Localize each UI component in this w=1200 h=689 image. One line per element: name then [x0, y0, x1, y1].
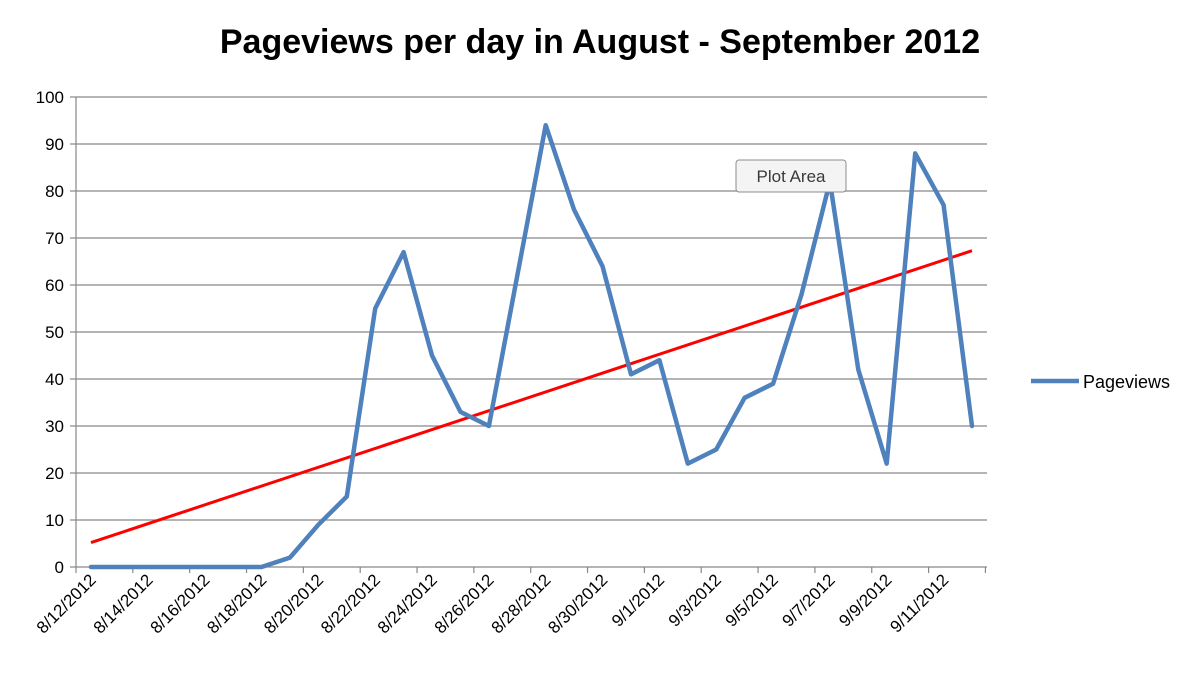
- y-tick-label: 100: [36, 88, 64, 107]
- y-tick-label: 10: [45, 511, 64, 530]
- x-tick-label: 8/22/2012: [317, 570, 384, 637]
- x-tick-label: 9/1/2012: [608, 570, 668, 630]
- x-tick-label: 8/30/2012: [544, 570, 611, 637]
- legend: Pageviews: [1031, 372, 1170, 392]
- x-tick-label: 9/11/2012: [886, 570, 952, 636]
- y-tick-label: 60: [45, 276, 64, 295]
- x-tick-label: 9/7/2012: [778, 570, 838, 630]
- x-axis-tick-labels: 8/12/20128/14/20128/16/20128/18/20128/20…: [33, 570, 953, 637]
- chart-title: Pageviews per day in August - September …: [220, 23, 980, 61]
- x-tick-label: 8/14/2012: [90, 570, 157, 637]
- y-tick-label: 40: [45, 370, 64, 389]
- trendline: [90, 249, 973, 544]
- x-tick-label: 8/24/2012: [374, 570, 441, 637]
- x-tick-label: 9/5/2012: [722, 570, 782, 630]
- y-tick-label: 90: [45, 135, 64, 154]
- x-tick-label: 9/3/2012: [665, 570, 725, 630]
- y-tick-label: 0: [55, 558, 64, 577]
- y-tick-label: 30: [45, 417, 64, 436]
- tooltip-box: [735, 159, 847, 193]
- tooltip-label: Plot Area: [757, 167, 827, 186]
- x-tick-label: 8/18/2012: [203, 570, 270, 637]
- gridlines: [76, 96, 987, 521]
- x-tick-label: 8/28/2012: [488, 570, 555, 637]
- y-axis-tick-labels: 0 10 20 30 40 50 60 70 80 90 100: [36, 88, 64, 577]
- plot-area-tooltip: Plot Area: [735, 159, 847, 193]
- y-tick-label: 20: [45, 464, 64, 483]
- y-tick-label: 70: [45, 229, 64, 248]
- x-tick-label: 8/26/2012: [431, 570, 498, 637]
- series-lines: [88, 122, 975, 570]
- axes: [70, 96, 987, 573]
- series-line-pageviews: [88, 122, 975, 570]
- legend-label-pageviews: Pageviews: [1083, 372, 1170, 392]
- x-tick-label: 8/12/2012: [33, 570, 100, 637]
- x-tick-label: 8/16/2012: [147, 570, 214, 637]
- x-tick-label: 8/20/2012: [260, 570, 327, 637]
- y-tick-label: 80: [45, 182, 64, 201]
- y-tick-label: 50: [45, 323, 64, 342]
